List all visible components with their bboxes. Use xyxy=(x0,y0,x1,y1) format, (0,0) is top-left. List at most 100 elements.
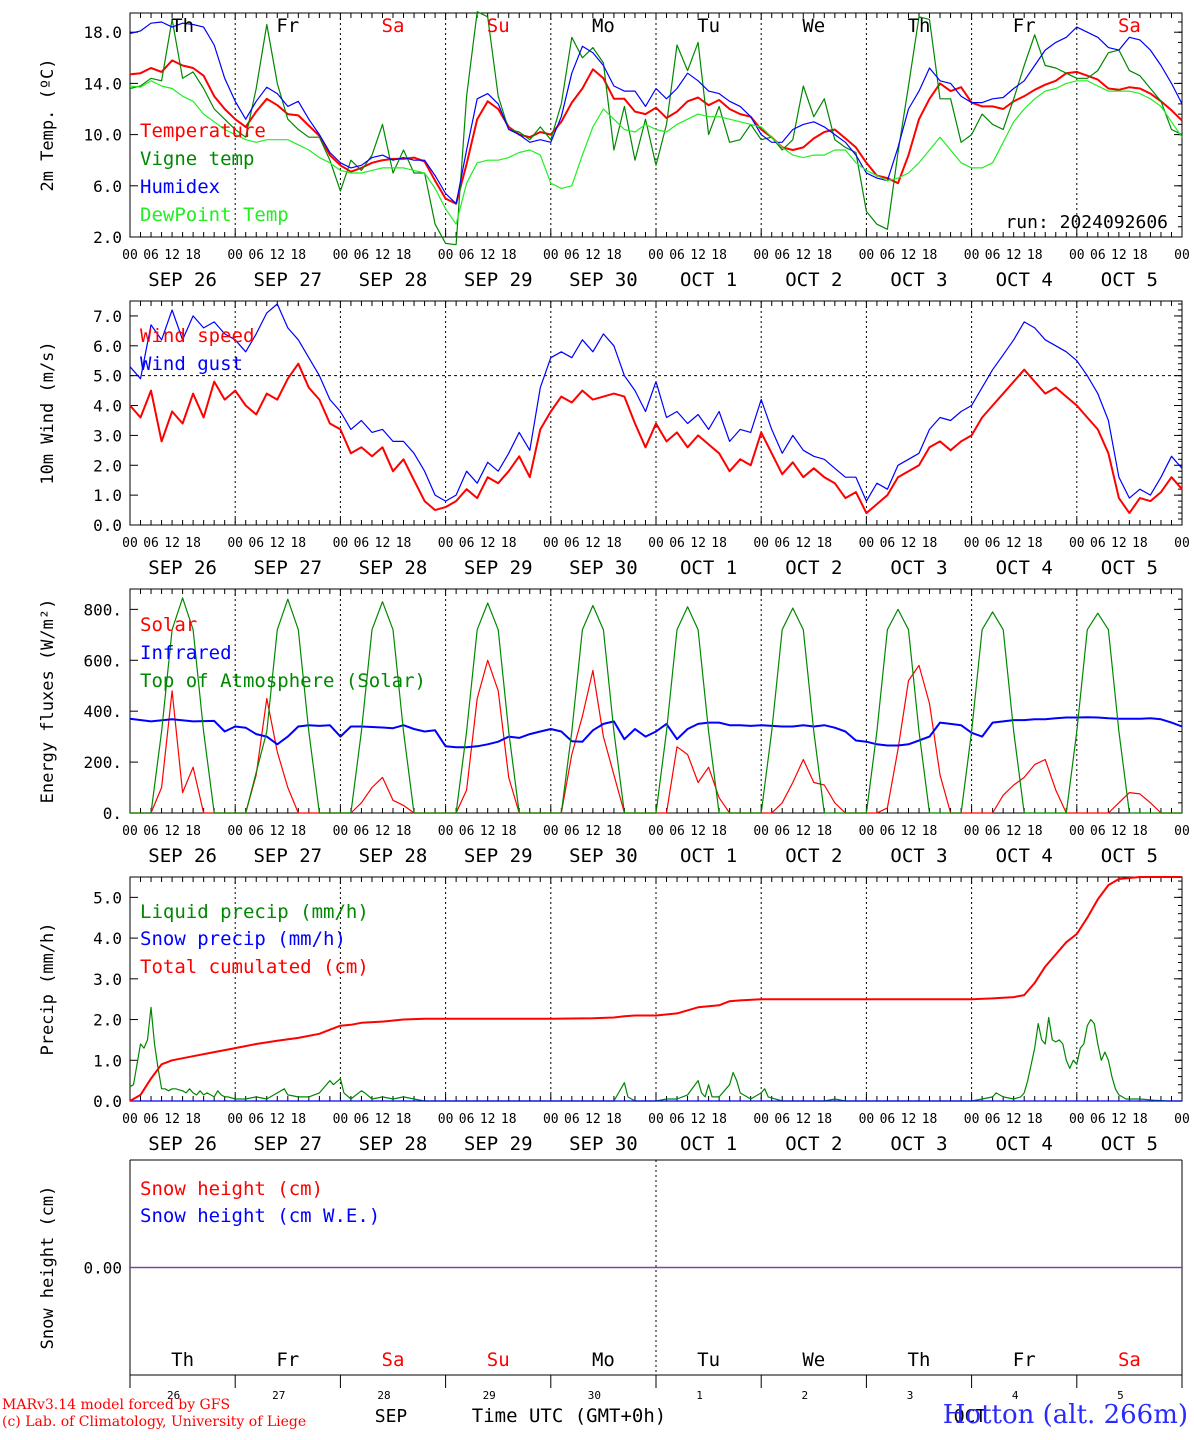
y-tick-label: 3.0 xyxy=(93,426,122,445)
hour-tick-label: 00 xyxy=(438,536,454,551)
y-tick-label: 2.0 xyxy=(93,228,122,247)
hour-tick-label: 06 xyxy=(985,1112,1001,1127)
day-of-week-label: Fr xyxy=(1013,15,1036,37)
date-label: OCT 3 xyxy=(890,557,947,579)
hour-tick-label: 00 xyxy=(1174,248,1190,263)
bottom-day-number: 3 xyxy=(907,1389,914,1402)
credit-line-1: MARv3.14 model forced by GFS xyxy=(2,1397,231,1413)
bottom-day-number: 5 xyxy=(1117,1389,1124,1402)
date-label: SEP 29 xyxy=(464,845,533,867)
date-label: OCT 2 xyxy=(785,845,842,867)
hour-tick-label: 00 xyxy=(543,824,559,839)
hour-tick-label: 06 xyxy=(564,248,580,263)
bottom-day-number: 28 xyxy=(377,1389,390,1402)
hour-tick-label: 00 xyxy=(964,1112,980,1127)
hour-tick-label: 18 xyxy=(396,824,412,839)
hour-tick-label: 00 xyxy=(859,1112,875,1127)
hour-tick-label: 18 xyxy=(1132,536,1148,551)
date-label: OCT 4 xyxy=(996,845,1053,867)
hour-tick-label: 00 xyxy=(227,248,243,263)
hour-tick-label: 06 xyxy=(985,248,1001,263)
panel-5: 0.00 Snow height (cm) Snow height (cm) Snow… xyxy=(38,1159,1183,1402)
hour-tick-label: 00 xyxy=(333,824,349,839)
bottom-day-of-week: Th xyxy=(908,1349,931,1371)
hour-tick-label: 00 xyxy=(753,536,769,551)
hour-tick-label: 12 xyxy=(1111,536,1127,551)
series-line-red xyxy=(129,876,1182,1102)
date-label: OCT 2 xyxy=(785,1133,842,1155)
hour-tick-label: 06 xyxy=(248,536,264,551)
hour-tick-label: 12 xyxy=(585,536,601,551)
y-tick-label: 14.0 xyxy=(83,74,122,93)
hour-tick-label: 06 xyxy=(143,536,159,551)
hour-tick-label: 18 xyxy=(922,824,938,839)
date-label: SEP 26 xyxy=(148,269,217,291)
x-axis-title: Time UTC (GMT+0h) xyxy=(472,1405,666,1427)
hour-tick-label: 06 xyxy=(774,536,790,551)
hour-tick-label: 06 xyxy=(1090,536,1106,551)
hour-tick-label: 12 xyxy=(901,1112,917,1127)
date-label: SEP 30 xyxy=(569,269,638,291)
y-tick-label: 10.0 xyxy=(83,126,122,145)
date-label: OCT 5 xyxy=(1101,269,1158,291)
hour-tick-label: 12 xyxy=(901,824,917,839)
bottom-day-of-week: Th xyxy=(171,1349,194,1371)
hour-tick-label: 06 xyxy=(354,1112,370,1127)
hour-tick-label: 18 xyxy=(185,824,201,839)
hour-tick-label: 00 xyxy=(438,824,454,839)
hour-tick-label: 00 xyxy=(964,248,980,263)
legend-entry: DewPoint Temp xyxy=(140,204,289,226)
hour-tick-label: 18 xyxy=(185,248,201,263)
credit-line-2: (c) Lab. of Climatology, University of L… xyxy=(2,1414,307,1430)
date-label: OCT 3 xyxy=(890,1133,947,1155)
hour-tick-label: 18 xyxy=(606,1112,622,1127)
y-tick-label: 800. xyxy=(83,600,122,619)
hour-tick-label: 06 xyxy=(459,1112,475,1127)
hour-tick-label: 18 xyxy=(1027,248,1043,263)
hour-tick-label: 06 xyxy=(564,824,580,839)
panel-1: 2.0 6.0 10.0 14.0 18.0 2m Temp. (ºC) Temperatu… xyxy=(38,11,1190,291)
hour-tick-label: 18 xyxy=(711,824,727,839)
hour-tick-label: 00 xyxy=(122,536,138,551)
hour-tick-label: 12 xyxy=(795,1112,811,1127)
y-axis-title: 2m Temp. (ºC) xyxy=(38,58,58,191)
y-axis-title: Energy fluxes (W/m²) xyxy=(38,599,58,804)
date-label: OCT 3 xyxy=(890,269,947,291)
bottom-day-number: 26 xyxy=(167,1389,180,1402)
series-line-green xyxy=(129,11,1183,246)
hour-tick-label: 00 xyxy=(333,248,349,263)
hour-tick-label: 12 xyxy=(269,536,285,551)
hour-tick-label: 06 xyxy=(459,536,475,551)
day-of-week-label: Tu xyxy=(697,15,720,37)
hour-tick-label: 12 xyxy=(269,1112,285,1127)
hour-tick-label: 12 xyxy=(1006,248,1022,263)
date-label: SEP 30 xyxy=(569,845,638,867)
hour-tick-label: 18 xyxy=(501,824,517,839)
hour-tick-label: 00 xyxy=(859,248,875,263)
hour-tick-label: 06 xyxy=(354,536,370,551)
bottom-day-number: 2 xyxy=(801,1389,808,1402)
hour-tick-label: 12 xyxy=(585,824,601,839)
hour-tick-label: 00 xyxy=(964,536,980,551)
date-label: OCT 5 xyxy=(1101,845,1158,867)
hour-tick-label: 00 xyxy=(122,1112,138,1127)
hour-tick-label: 06 xyxy=(774,1112,790,1127)
hour-tick-label: 12 xyxy=(375,248,391,263)
y-tick-label: 6.0 xyxy=(93,337,122,356)
hour-tick-label: 18 xyxy=(1132,824,1148,839)
y-tick-label: 4.0 xyxy=(93,397,122,416)
hour-tick-label: 06 xyxy=(669,248,685,263)
hour-tick-label: 06 xyxy=(1090,248,1106,263)
hour-tick-label: 12 xyxy=(375,536,391,551)
hour-tick-label: 12 xyxy=(164,536,180,551)
date-label: OCT 1 xyxy=(680,1133,737,1155)
hour-tick-label: 06 xyxy=(1090,824,1106,839)
hour-tick-label: 18 xyxy=(290,824,306,839)
hour-tick-label: 00 xyxy=(648,824,664,839)
date-label: SEP 29 xyxy=(464,557,533,579)
bottom-day-of-week: We xyxy=(802,1349,825,1371)
hour-tick-label: 00 xyxy=(859,536,875,551)
hour-tick-label: 12 xyxy=(1111,824,1127,839)
date-label: SEP 30 xyxy=(569,557,638,579)
series-line-blue xyxy=(129,303,1183,502)
